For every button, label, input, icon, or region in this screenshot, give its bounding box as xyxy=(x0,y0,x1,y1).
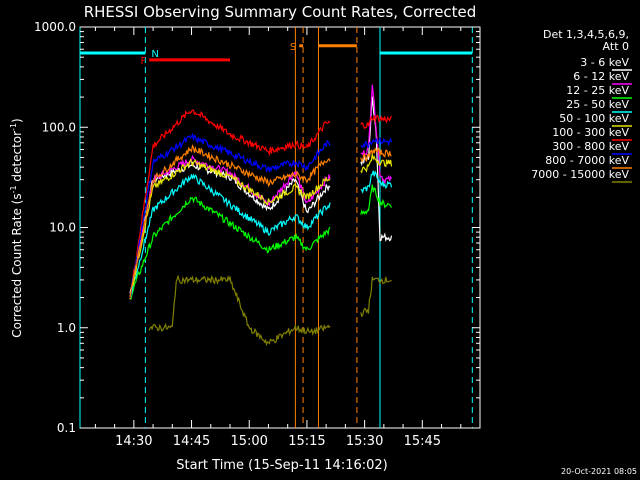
legend-header-line-2: Att 0 xyxy=(603,40,629,53)
flag-label-N: N xyxy=(151,49,158,60)
x-axis-label: Start Time (15-Sep-11 14:16:02) xyxy=(176,458,387,473)
flag-label-F: F xyxy=(140,56,146,67)
chart-title: RHESSI Observing Summary Count Rates, Co… xyxy=(84,3,477,21)
series-line-7 xyxy=(129,143,392,298)
legend-label-2: 12 - 25 keV xyxy=(566,84,629,97)
x-tick-label-0: 14:30 xyxy=(115,434,152,449)
y-axis-label-sup-1: -1 xyxy=(9,185,18,193)
series-line-4 xyxy=(129,154,393,300)
legend-label-5: 100 - 300 keV xyxy=(552,126,629,139)
x-axis: 14:30 14:45 15:00 15:15 15:30 15:45 xyxy=(94,27,462,449)
legend-label-1: 6 - 12 keV xyxy=(573,70,629,83)
legend-label-6: 300 - 800 keV xyxy=(552,140,629,153)
series-line-3 xyxy=(129,170,393,297)
series-line-2 xyxy=(129,184,393,301)
y-tick-label-3: 100.0 xyxy=(42,120,76,134)
y-tick-label-4: 1000.0 xyxy=(34,20,76,34)
y-tick-label-1: 1.0 xyxy=(57,321,76,335)
legend-label-7: 800 - 7000 keV xyxy=(545,154,629,167)
y-axis-label-mid: detector xyxy=(10,131,24,186)
legend-label-0: 3 - 6 keV xyxy=(580,56,629,69)
x-tick-label-2: 15:00 xyxy=(230,434,267,449)
y-axis: 0.1 1.0 10.0 100.0 1000.0 xyxy=(34,20,480,435)
series-line-8 xyxy=(148,274,392,347)
legend-label-8: 7000 - 15000 keV xyxy=(531,168,629,181)
y-axis-label-main: Corrected Count Rate (s xyxy=(10,193,24,337)
x-tick-label-1: 14:45 xyxy=(173,434,210,449)
footer-timestamp: 20-Oct-2021 08:05 xyxy=(561,467,637,476)
legend-label-4: 50 - 100 keV xyxy=(559,112,629,125)
legend-header-line-1: Det 1,3,4,5,6,9, xyxy=(543,28,629,41)
series-line-6 xyxy=(129,132,393,298)
y-axis-label-sup-2: -1 xyxy=(9,123,18,131)
plot-area: NF S xyxy=(79,26,481,429)
y-tick-label-2: 10.0 xyxy=(49,221,76,235)
legend-label-3: 25 - 50 keV xyxy=(566,98,629,111)
series-line-5 xyxy=(129,109,393,299)
y-axis-label: Corrected Count Rate (s-1 detector-1) xyxy=(9,118,24,337)
x-tick-label-3: 15:15 xyxy=(288,434,325,449)
x-tick-label-4: 15:30 xyxy=(346,434,383,449)
flag-label-S: S xyxy=(290,42,296,53)
y-tick-label-0: 0.1 xyxy=(57,421,76,435)
y-axis-label-end: ) xyxy=(10,118,24,123)
x-tick-label-5: 15:45 xyxy=(404,434,441,449)
